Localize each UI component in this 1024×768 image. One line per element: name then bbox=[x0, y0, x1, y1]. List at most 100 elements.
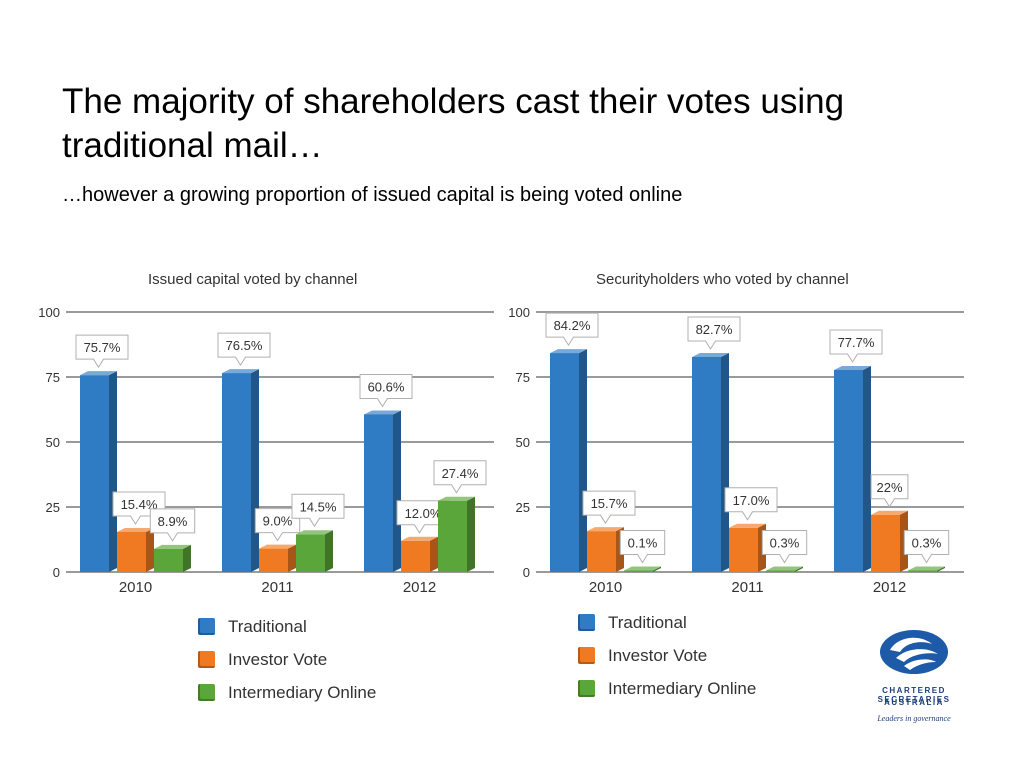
intermediary-online-bar bbox=[296, 530, 333, 572]
data-label-callout: 75.7% bbox=[75, 334, 129, 369]
bar-top bbox=[587, 527, 624, 532]
slide-subtitle: …however a growing proportion of issued … bbox=[62, 184, 683, 206]
bar-front bbox=[438, 500, 467, 572]
legend-item-traditional: Traditional bbox=[198, 610, 376, 643]
bar-side bbox=[579, 349, 587, 572]
swirl-logo-icon bbox=[880, 630, 948, 674]
data-label: 15.4% bbox=[121, 497, 158, 512]
callout-box bbox=[149, 508, 196, 542]
bar-front bbox=[550, 353, 579, 572]
data-label: 60.6% bbox=[368, 379, 405, 394]
bar-side bbox=[146, 527, 154, 572]
bar-side bbox=[251, 369, 259, 572]
legend-item-intermediary-online: Intermediary Online bbox=[578, 672, 756, 705]
traditional-bar bbox=[550, 349, 587, 572]
securityholders-legend: Traditional Investor Vote Intermediary O… bbox=[578, 606, 756, 705]
data-label: 0.3% bbox=[912, 536, 942, 551]
investor-vote-bar bbox=[729, 523, 766, 572]
bar-front bbox=[766, 570, 795, 572]
y-tick-label: 25 bbox=[46, 500, 60, 515]
y-tick-label: 100 bbox=[508, 305, 530, 320]
data-label: 12.0% bbox=[405, 506, 442, 521]
callout-box bbox=[291, 493, 345, 528]
y-tick-label: 0 bbox=[523, 565, 530, 580]
y-tick-label: 50 bbox=[516, 435, 530, 450]
traditional-bar bbox=[222, 369, 259, 572]
bar-side bbox=[288, 544, 296, 572]
bar-top bbox=[438, 496, 475, 501]
data-label: 27.4% bbox=[442, 466, 479, 481]
data-label: 8.9% bbox=[158, 514, 188, 529]
bar-side bbox=[183, 544, 191, 572]
traditional-bar bbox=[692, 352, 729, 572]
data-label-callout: 60.6% bbox=[359, 373, 413, 408]
intermediary-online-swatch bbox=[578, 680, 595, 697]
data-label: 0.3% bbox=[770, 536, 800, 551]
bar-side bbox=[430, 536, 438, 572]
bar-top bbox=[259, 544, 296, 549]
legend-label: Investor Vote bbox=[608, 645, 708, 665]
data-label-callout: 12.0% bbox=[396, 500, 450, 534]
legend-item-investor-vote: Investor Vote bbox=[578, 639, 756, 672]
legend-label: Intermediary Online bbox=[608, 678, 757, 698]
data-label-callout: 8.9% bbox=[149, 508, 196, 542]
investor-vote-bar bbox=[401, 536, 438, 572]
data-label-callout: 0.3% bbox=[761, 530, 808, 564]
traditional-bar bbox=[364, 410, 401, 572]
x-tick-label: 2012 bbox=[403, 579, 436, 596]
investor-vote-bar bbox=[259, 544, 296, 572]
callout-box bbox=[829, 329, 883, 363]
traditional-swatch bbox=[198, 618, 215, 635]
x-tick-label: 2011 bbox=[261, 579, 293, 596]
legend-label: Investor Vote bbox=[228, 649, 328, 669]
y-tick-label: 25 bbox=[516, 500, 530, 515]
bar-front bbox=[259, 548, 288, 572]
chart-title: Issued capital voted by channel bbox=[148, 271, 357, 288]
legend-item-traditional: Traditional bbox=[578, 606, 756, 639]
data-label-callout: 0.3% bbox=[903, 530, 950, 564]
data-label-callout: 0.1% bbox=[619, 530, 666, 564]
logo-tagline: Leaders in governance bbox=[877, 714, 951, 723]
data-label-callout: 76.5% bbox=[217, 332, 271, 367]
bar-top bbox=[692, 352, 729, 357]
data-label: 14.5% bbox=[300, 499, 337, 514]
y-tick-label: 0 bbox=[53, 565, 60, 580]
bar-front bbox=[871, 514, 900, 572]
y-tick-label: 75 bbox=[46, 370, 60, 385]
x-tick-label: 2012 bbox=[873, 579, 906, 596]
bar-side bbox=[467, 496, 475, 572]
bar-top bbox=[550, 349, 587, 354]
data-label-callout: 14.5% bbox=[291, 493, 345, 528]
callout-box bbox=[619, 530, 666, 564]
bar-front bbox=[908, 570, 937, 572]
bar-front bbox=[364, 414, 393, 572]
callout-box bbox=[433, 460, 487, 494]
data-label-callout: 84.2% bbox=[545, 312, 599, 347]
issued-capital-legend: Traditional Investor Vote Intermediary O… bbox=[198, 610, 376, 709]
bar-front bbox=[80, 375, 109, 572]
logo-name-line1: CHARTERED SECRETARIES bbox=[877, 686, 951, 704]
traditional-bar bbox=[80, 371, 117, 572]
data-label-callout: 27.4% bbox=[433, 460, 487, 494]
callout-box bbox=[761, 530, 808, 564]
legend-label: Intermediary Online bbox=[228, 682, 377, 702]
intermediary-online-bar bbox=[624, 566, 661, 572]
y-tick-label: 50 bbox=[46, 435, 60, 450]
bar-side bbox=[937, 566, 945, 572]
bar-front bbox=[296, 534, 325, 572]
bar-front bbox=[587, 531, 616, 572]
traditional-bar bbox=[834, 365, 871, 572]
bar-front bbox=[154, 548, 183, 572]
bar-top bbox=[117, 527, 154, 532]
x-tick-label: 2011 bbox=[731, 579, 763, 596]
bar-front bbox=[692, 356, 721, 572]
callout-box bbox=[687, 316, 741, 350]
data-label: 77.7% bbox=[838, 335, 875, 350]
bar-front bbox=[624, 570, 653, 572]
data-label-callout: 17.0% bbox=[724, 487, 778, 521]
bar-top bbox=[624, 566, 661, 571]
bar-side bbox=[795, 566, 803, 572]
bar-top bbox=[80, 371, 117, 376]
data-label: 9.0% bbox=[263, 514, 293, 529]
bar-top bbox=[908, 566, 945, 571]
